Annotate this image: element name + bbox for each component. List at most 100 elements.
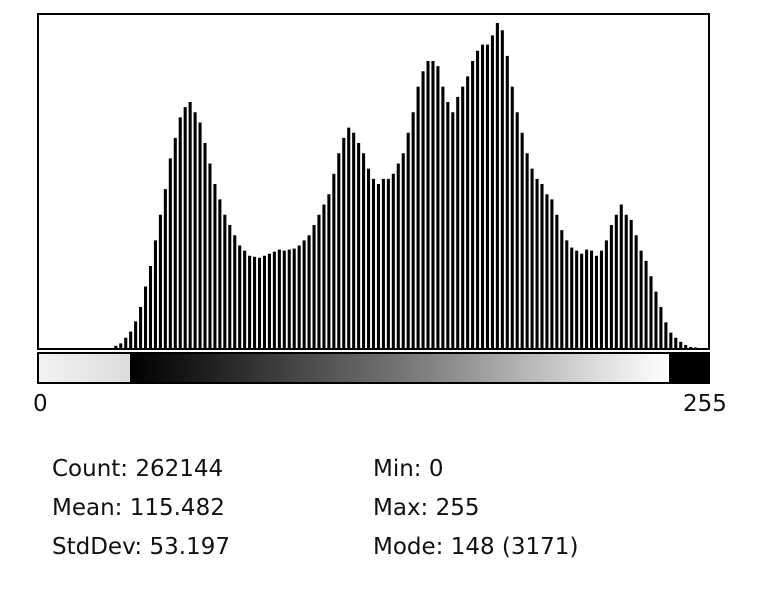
histogram-bar <box>515 112 519 348</box>
axis-max-label: 255 <box>683 391 727 417</box>
histogram-bar <box>347 127 351 348</box>
lut-bar <box>37 352 710 384</box>
histogram-bar <box>461 86 465 348</box>
histogram-bar <box>530 168 534 348</box>
histogram-bar <box>669 332 673 348</box>
histogram-bar <box>495 23 499 348</box>
histogram-bar <box>585 249 589 348</box>
histogram-bar <box>317 214 321 348</box>
histogram-bar <box>545 194 549 348</box>
histogram-bar <box>674 337 678 348</box>
histogram-bar <box>163 189 167 348</box>
histogram-bar <box>401 153 405 348</box>
histogram-bar <box>272 251 276 348</box>
histogram-bar <box>322 204 326 348</box>
histogram-bar <box>649 276 653 348</box>
histogram-bar <box>267 253 271 348</box>
histogram-bar <box>218 199 222 348</box>
histogram-bar <box>391 173 395 348</box>
histogram-bar <box>277 249 281 348</box>
histogram-bar <box>431 61 435 348</box>
histogram-bar <box>684 344 688 348</box>
histogram-bar <box>451 112 455 348</box>
stat-min: Min: 0 <box>373 456 444 482</box>
histogram-bar <box>376 184 380 348</box>
histogram-bar <box>178 117 182 348</box>
histogram-bar <box>520 132 524 348</box>
histogram-bar <box>362 153 366 348</box>
histogram-bars <box>114 23 698 348</box>
histogram-bar <box>327 194 331 348</box>
histogram-bar <box>203 143 207 348</box>
histogram-bar <box>337 153 341 348</box>
histogram-bar <box>426 61 430 348</box>
axis-min-label: 0 <box>33 391 48 417</box>
histogram-bar <box>550 199 554 348</box>
histogram-bar <box>594 255 599 348</box>
histogram-bar <box>411 112 415 348</box>
histogram-bar <box>624 214 628 348</box>
histogram-bar <box>292 248 296 348</box>
histogram-bar <box>540 184 544 348</box>
histogram-bar <box>148 266 153 348</box>
histogram-bar <box>689 346 693 348</box>
histogram-bar <box>307 235 311 348</box>
histogram-bar <box>198 122 202 348</box>
histogram-bar <box>124 337 128 348</box>
lut-underflow-swatch <box>39 354 130 382</box>
histogram-bar <box>282 250 286 348</box>
histogram-bar <box>421 71 425 348</box>
histogram-bar <box>679 341 683 348</box>
histogram-bar <box>599 250 603 348</box>
histogram-bar <box>436 66 440 348</box>
histogram-bar <box>396 163 400 348</box>
stat-mode: Mode: 148 (3171) <box>373 534 579 560</box>
histogram-bar <box>168 158 172 348</box>
histogram-bar <box>535 178 539 348</box>
histogram-bar <box>183 107 187 348</box>
histogram-bar <box>262 255 267 348</box>
histogram-bar <box>644 260 648 348</box>
histogram-bar <box>367 168 371 348</box>
histogram-bar <box>505 55 509 348</box>
histogram-bar <box>238 245 242 348</box>
histogram-bar <box>485 44 490 348</box>
histogram-bar <box>188 102 192 348</box>
histogram-bar <box>352 132 356 348</box>
histogram-bar <box>139 307 143 348</box>
histogram-bar <box>144 286 148 348</box>
histogram-bar <box>446 102 450 348</box>
histogram-bar <box>223 214 227 348</box>
histogram-bar <box>580 253 584 348</box>
histogram-bar <box>208 163 212 348</box>
histogram-bar <box>664 322 668 348</box>
histogram-bar <box>297 245 301 348</box>
histogram-bar <box>119 343 123 348</box>
histogram-bar <box>332 173 336 348</box>
histogram-bar <box>287 249 291 348</box>
histogram-bar <box>312 225 316 348</box>
histogram-bar <box>386 178 390 348</box>
histogram-bar <box>243 250 247 348</box>
histogram-bar <box>233 235 237 348</box>
histogram-bar <box>302 240 306 348</box>
histogram-bar <box>471 61 475 348</box>
histogram-bar <box>570 247 574 348</box>
histogram-bar <box>575 250 579 348</box>
lut-overflow-swatch <box>669 354 708 382</box>
stat-max: Max: 255 <box>373 495 480 521</box>
histogram-bar <box>614 214 618 348</box>
histogram-bar <box>158 214 162 348</box>
histogram-bar <box>253 256 257 348</box>
histogram-bar <box>629 219 633 348</box>
histogram-bar <box>153 240 157 348</box>
histogram-bar <box>371 178 376 348</box>
stat-count: Count: 262144 <box>52 456 224 482</box>
histogram-bar <box>654 291 658 348</box>
histogram-bar <box>510 86 514 348</box>
histogram-bar <box>228 225 232 348</box>
histogram-bar <box>694 347 698 348</box>
histogram-bar <box>619 204 623 348</box>
histogram-plot <box>37 13 710 350</box>
histogram-bar <box>490 35 494 348</box>
